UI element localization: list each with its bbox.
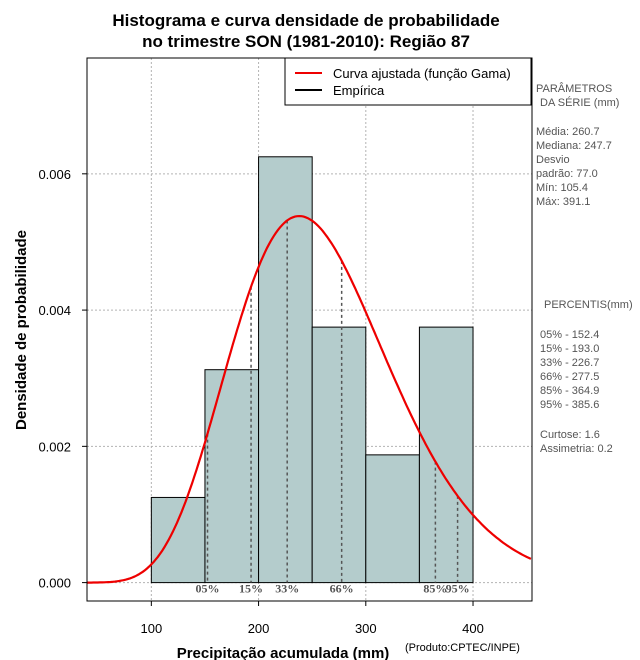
percentile-05: 05% - 152.4 xyxy=(540,329,599,341)
histogram-bar-0 xyxy=(150,496,206,584)
stat-kurtosis: Curtose: 1.6 xyxy=(540,429,600,441)
axes: 100 200 300 400 0.000 0.002 0.004 0.006 xyxy=(38,167,483,636)
x-tick-label-2: 300 xyxy=(355,621,377,636)
stat-max: Máx: 391.1 xyxy=(536,196,590,208)
percentile-15: 15% - 193.0 xyxy=(540,343,599,355)
stat-skewness: Assimetria: 0.2 xyxy=(540,443,613,455)
stat-min: Mín: 105.4 xyxy=(536,182,588,194)
histogram-bars xyxy=(150,156,474,584)
y-tick-label-0: 0.000 xyxy=(38,576,71,591)
legend-label-fitted-curve: Curva ajustada (função Gama) xyxy=(333,66,511,81)
x-tick-label-3: 400 xyxy=(462,621,484,636)
percentile-33: 33% - 226.7 xyxy=(540,357,599,369)
stat-sd-value: padrão: 77.0 xyxy=(536,168,598,180)
y-tick-label-2: 0.004 xyxy=(38,303,71,318)
chart-title-line-1: Histograma e curva densidade de probabil… xyxy=(112,11,499,30)
series-parameters-panel: PARÂMETROS DA SÉRIE (mm) Média: 260.7 Me… xyxy=(536,82,633,455)
legend: Curva ajustada (função Gama) Empírica xyxy=(284,57,532,106)
percentile-label-3: 66% xyxy=(330,582,354,596)
percentile-labels: 05% 15% 33% 66% 85%95% xyxy=(196,582,470,596)
percentile-label-4: 85% xyxy=(423,582,447,596)
chart-title-line-2: no trimestre SON (1981-2010): Região 87 xyxy=(142,32,470,51)
x-tick-label-1: 200 xyxy=(248,621,270,636)
stat-sd-label: Desvio xyxy=(536,154,570,166)
x-axis-title: Precipitação acumulada (mm) xyxy=(177,645,390,660)
parameters-title-line-2: DA SÉRIE (mm) xyxy=(540,96,619,109)
percentile-lines xyxy=(206,220,459,583)
stat-median: Mediana: 247.7 xyxy=(536,140,612,152)
percentile-label-0: 05% xyxy=(196,582,220,596)
percentile-label-2: 33% xyxy=(275,582,299,596)
percentile-85: 85% - 364.9 xyxy=(540,385,599,397)
histogram-bar-3 xyxy=(311,326,367,584)
y-tick-label-3: 0.006 xyxy=(38,167,71,182)
y-tick-label-1: 0.002 xyxy=(38,439,71,454)
percentiles-title: PERCENTIS(mm) xyxy=(544,299,633,311)
percentile-label-5: 95% xyxy=(446,582,470,596)
legend-box xyxy=(284,57,532,106)
fitted-gamma-curve xyxy=(87,214,532,584)
parameters-title-line-1: PARÂMETROS xyxy=(536,82,612,95)
percentile-95: 95% - 385.6 xyxy=(540,399,599,411)
percentile-label-1: 15% xyxy=(239,582,263,596)
percentile-66: 66% - 277.5 xyxy=(540,371,599,383)
histogram-bar-1 xyxy=(204,369,260,584)
histogram-bar-5 xyxy=(418,326,474,584)
legend-label-empirical: Empírica xyxy=(333,83,385,98)
product-credit: (Produto:CPTEC/INPE) xyxy=(405,642,520,654)
density-curve-group xyxy=(87,214,532,584)
y-axis-title: Densidade de probabilidade xyxy=(13,230,30,430)
stat-mean: Média: 260.7 xyxy=(536,126,600,138)
x-tick-label-0: 100 xyxy=(140,621,162,636)
histogram-bar-4 xyxy=(365,454,420,584)
